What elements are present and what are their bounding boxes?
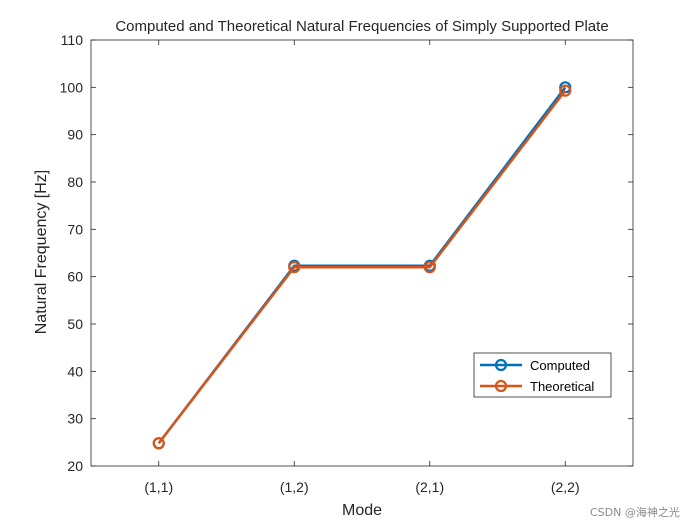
data-point-theoretical (152, 437, 165, 450)
data-point-theoretical (288, 261, 301, 274)
legend-swatch-marker (494, 379, 508, 393)
plot-frame (90, 39, 634, 467)
data-point-theoretical (559, 84, 572, 97)
series-line-theoretical (157, 89, 567, 445)
x-tick-label: (1,2) (280, 479, 309, 495)
x-tick-label: (2,1) (415, 479, 444, 495)
y-tick-label: 80 (67, 174, 83, 190)
data-point-theoretical (423, 261, 436, 274)
y-tick-label: 100 (60, 79, 84, 95)
chart-title: Computed and Theoretical Natural Frequen… (115, 18, 608, 35)
legend-label: Theoretical (530, 379, 594, 394)
legend-label: Computed (530, 358, 590, 373)
x-axis-label: Mode (342, 502, 382, 519)
legend: Computed Theoretical (473, 352, 612, 398)
y-tick-label: 90 (67, 127, 83, 143)
legend-swatch-marker (494, 358, 508, 372)
y-tick-label: 70 (67, 221, 83, 237)
x-axis: (1,1) (1,2) (2,1) (2,2) (144, 40, 580, 495)
y-tick-label: 60 (67, 269, 83, 285)
y-axis-label: Natural Frequency [Hz] (33, 170, 50, 335)
x-tick-label: (1,1) (144, 479, 173, 495)
x-tick-label: (2,2) (551, 479, 580, 495)
y-tick-label: 30 (67, 411, 83, 427)
y-tick-label: 40 (67, 363, 83, 379)
y-axis: 20 30 40 50 60 70 80 90 100 110 (60, 32, 633, 474)
watermark: CSDN @海神之光 (590, 505, 680, 519)
y-tick-label: 50 (67, 316, 83, 332)
y-tick-label: 110 (61, 32, 84, 48)
y-tick-label: 20 (67, 458, 83, 474)
series-layer (152, 81, 572, 450)
